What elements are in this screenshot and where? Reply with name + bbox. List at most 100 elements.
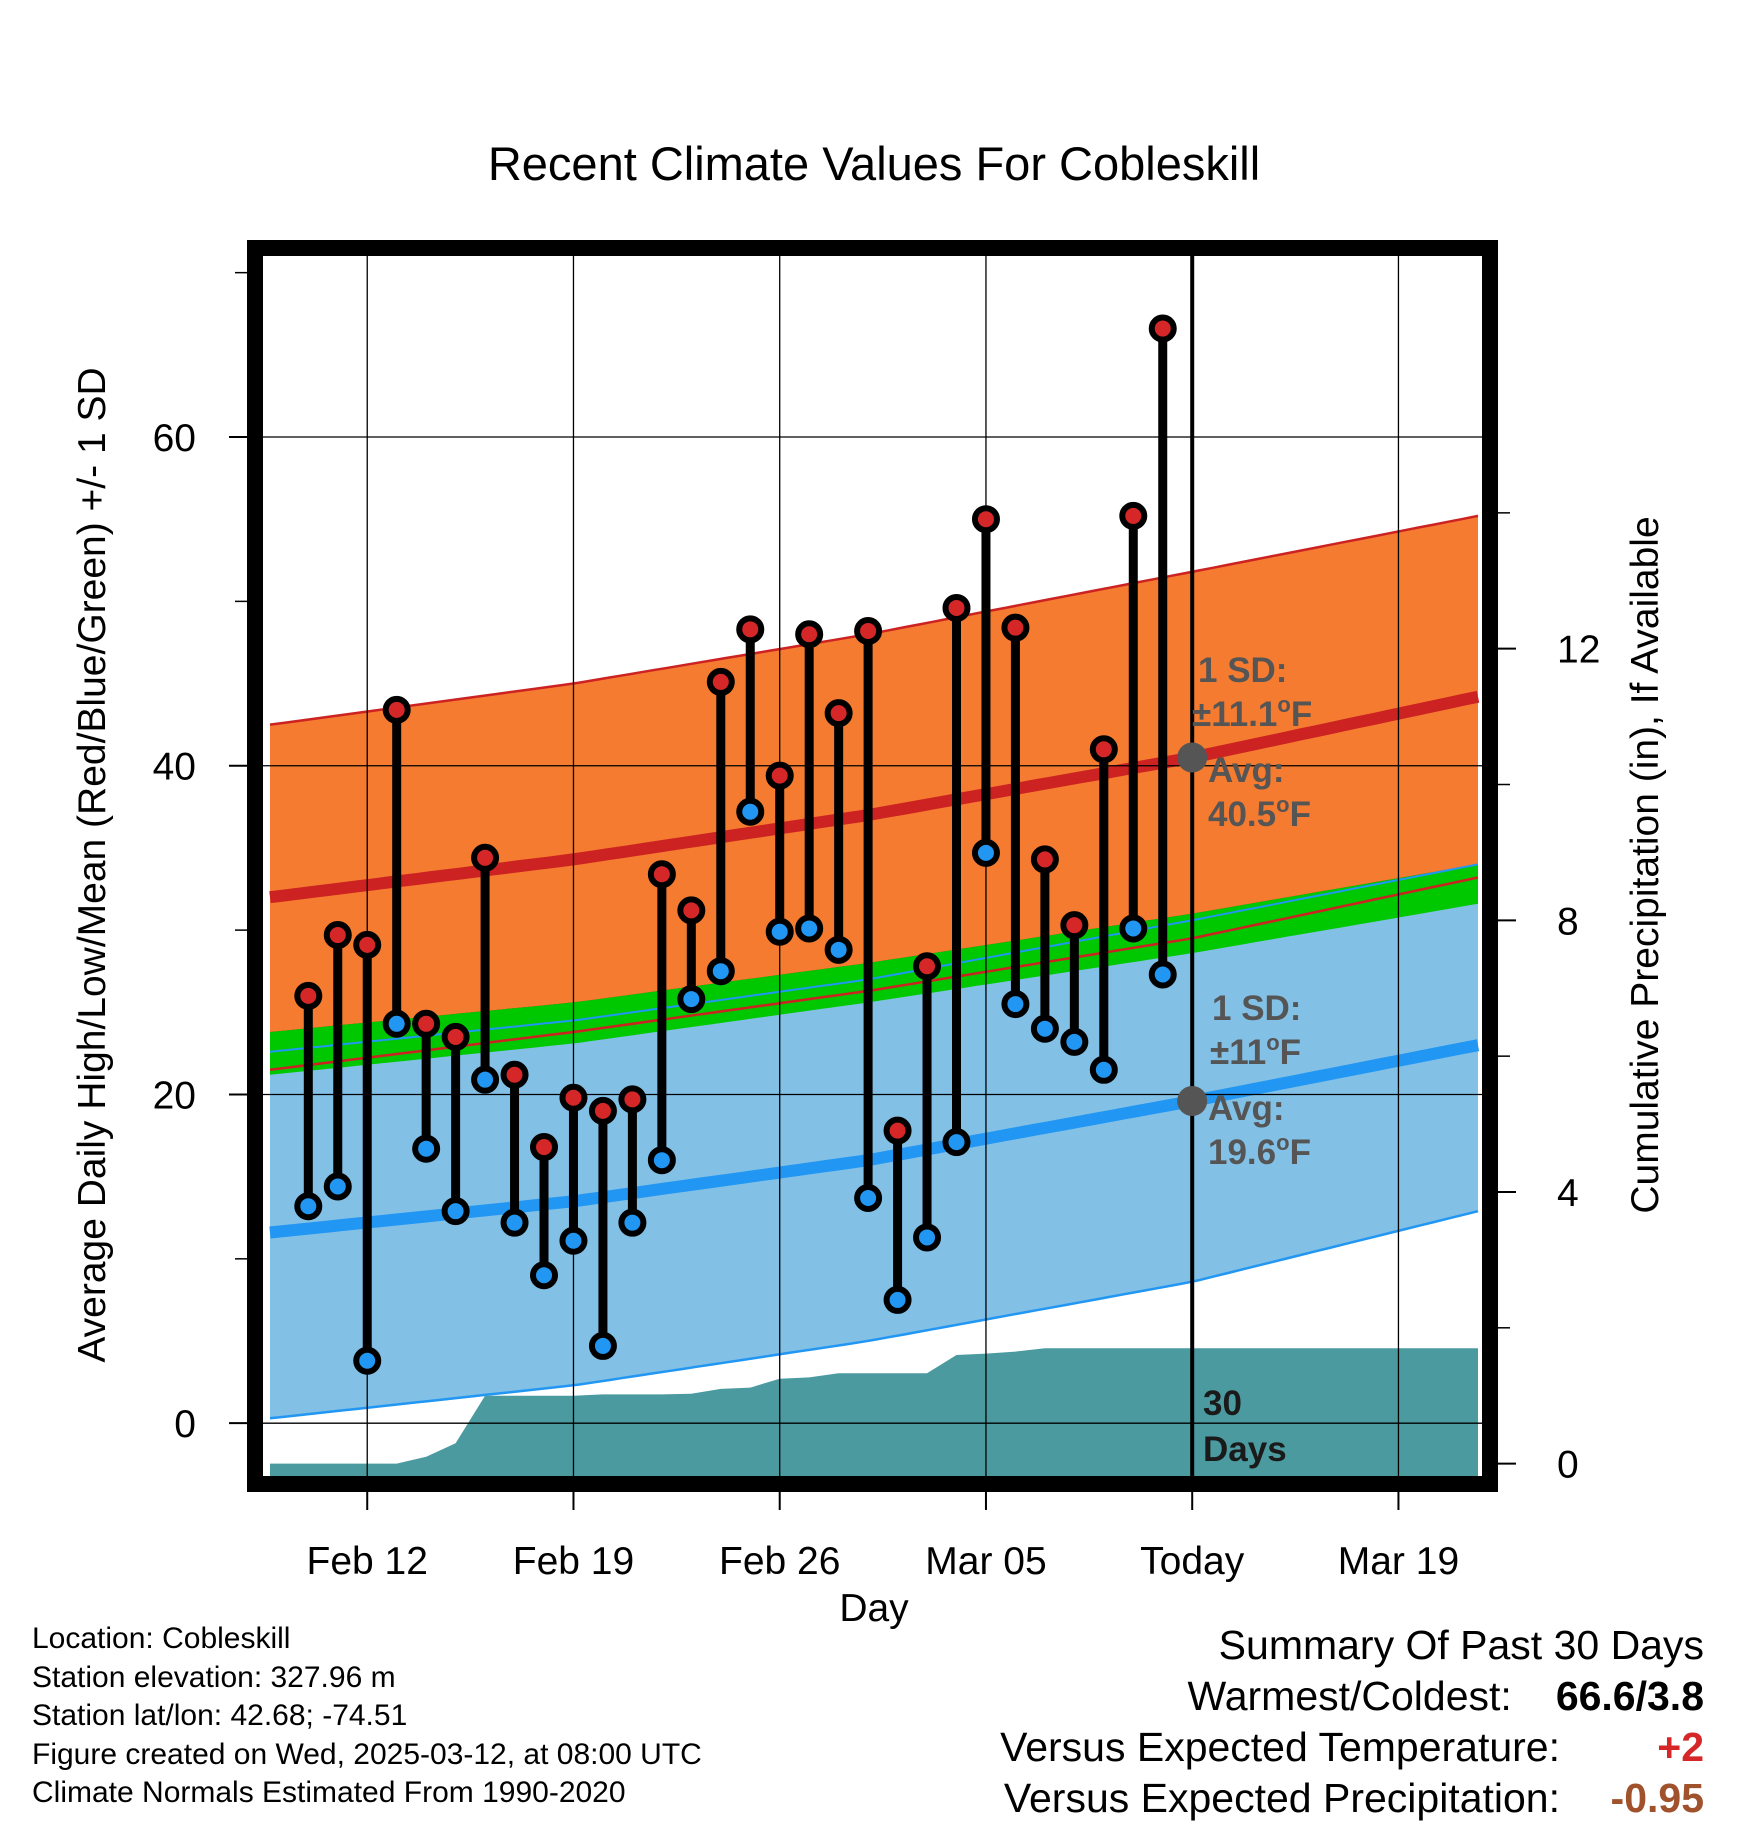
high-temp-point xyxy=(647,860,676,889)
precip-label-line1: 30 xyxy=(1203,1384,1242,1423)
high-temp-point xyxy=(765,761,794,790)
high-temp-point xyxy=(559,1083,588,1112)
x-axis-label: Day xyxy=(839,1587,909,1630)
chart-title: Recent Climate Values For Cobleskill xyxy=(488,137,1260,190)
y2-tick-label: 8 xyxy=(1557,900,1579,943)
normals-text: Climate Normals Estimated From 1990-2020 xyxy=(32,1776,626,1809)
low-temp-point xyxy=(677,985,706,1014)
high-temp-point xyxy=(530,1133,559,1162)
low-temp-point xyxy=(854,1184,883,1213)
high-temp-point xyxy=(942,593,971,622)
low-sd-upper-line xyxy=(269,863,1479,1053)
low-temp-point xyxy=(412,1134,441,1163)
high-temp-point xyxy=(706,667,735,696)
high-temp-point xyxy=(795,620,824,649)
y2-tick-label: 4 xyxy=(1557,1172,1579,1215)
high-temp-point xyxy=(441,1022,470,1051)
low-temp-point xyxy=(294,1192,323,1221)
high-sd-lower-line xyxy=(269,876,1479,1072)
precip-value: -0.95 xyxy=(1610,1775,1704,1821)
high-avg-marker xyxy=(1177,742,1208,773)
x-tick-label: Feb 26 xyxy=(719,1540,840,1583)
low-temp-point xyxy=(913,1223,942,1252)
high-temp-point xyxy=(500,1060,529,1089)
low-mean-line xyxy=(269,1039,1480,1239)
high-temp-point xyxy=(412,1009,441,1038)
low-sd-label: 1 SD: xyxy=(1212,989,1301,1028)
low-temp-point xyxy=(706,957,735,986)
high-temp-point xyxy=(677,896,706,925)
high-temp-point xyxy=(854,616,883,645)
high-mean-line xyxy=(269,690,1480,904)
low-temp-point xyxy=(1060,1027,1089,1056)
high-temp-point xyxy=(913,952,942,981)
low-temp-point xyxy=(500,1208,529,1237)
high-sd-label: 1 SD: xyxy=(1198,651,1287,690)
warmest-value: 66.6/3.8 xyxy=(1555,1673,1704,1719)
low-temp-point xyxy=(382,1009,411,1038)
low-temp-point xyxy=(765,917,794,946)
elevation-text: Station elevation: 327.96 m xyxy=(32,1660,396,1694)
high-temp-point xyxy=(971,505,1000,534)
high-temp-point xyxy=(323,921,352,950)
low-temp-point xyxy=(824,935,853,964)
low-avg-value: 19.6oF xyxy=(1208,1130,1311,1172)
y-tick-label: 0 xyxy=(174,1403,196,1446)
high-temp-point xyxy=(294,981,323,1010)
plot-content xyxy=(255,248,1490,1484)
summary-warmest-row: Warmest/Coldest: 66.6/3.8 xyxy=(1000,1671,1704,1722)
summary-panel: Summary Of Past 30 Days Warmest/Coldest:… xyxy=(1000,1620,1704,1824)
summary-temp-row: Versus Expected Temperature: +2 xyxy=(1000,1722,1704,1773)
low-temp-point xyxy=(795,914,824,943)
low-sd-value: ±11oF xyxy=(1210,1030,1301,1072)
high-temp-point xyxy=(588,1096,617,1125)
low-temp-point xyxy=(530,1261,559,1290)
plot-frame xyxy=(247,240,1498,1492)
high-temp-point xyxy=(824,699,853,728)
high-avg-value: 40.5oF xyxy=(1208,792,1311,834)
precip-label: Versus Expected Precipitation: xyxy=(1003,1775,1560,1821)
low-temp-point xyxy=(971,838,1000,867)
high-temp-point xyxy=(1119,501,1148,530)
high-temp-point xyxy=(471,843,500,872)
y-tick-label: 60 xyxy=(153,417,196,460)
low-temp-point xyxy=(588,1331,617,1360)
low-temp-point xyxy=(1030,1014,1059,1043)
high-temp-point xyxy=(353,930,382,959)
y-tick-label: 40 xyxy=(153,746,196,789)
high-avg-label: Avg: xyxy=(1208,751,1284,790)
low-temp-point xyxy=(1148,960,1177,989)
summary-title: Summary Of Past 30 Days xyxy=(1218,1622,1704,1668)
high-temp-point xyxy=(1148,314,1177,343)
high-temp-point xyxy=(382,695,411,724)
low-temp-point xyxy=(883,1285,912,1314)
temp-value: +2 xyxy=(1657,1724,1704,1770)
y-tick-label: 20 xyxy=(153,1074,196,1117)
latlon-text: Station lat/lon: 42.68; -74.51 xyxy=(32,1699,408,1732)
high-temp-point xyxy=(1030,845,1059,874)
y2-axis-label: Cumulative Precipitation (in), If Availa… xyxy=(1624,516,1667,1213)
high-temp-point xyxy=(618,1085,647,1114)
y2-tick-label: 0 xyxy=(1557,1444,1579,1487)
low-temp-point xyxy=(942,1128,971,1157)
low-temp-point xyxy=(1089,1055,1118,1084)
x-tick-label: Mar 19 xyxy=(1338,1540,1459,1583)
station-info: Location: Cobleskill Station elevation: … xyxy=(32,1620,702,1813)
low-temp-point xyxy=(1001,990,1030,1019)
high-temp-point xyxy=(1001,613,1030,642)
low-sd-band xyxy=(270,864,1478,1419)
mean-band xyxy=(270,864,1478,1075)
precip-label-line2: Days xyxy=(1203,1430,1287,1469)
low-temp-point xyxy=(1119,914,1148,943)
low-temp-point xyxy=(441,1197,470,1226)
low-temp-point xyxy=(647,1146,676,1175)
x-tick-label: Today xyxy=(1140,1540,1245,1583)
low-avg-label: Avg: xyxy=(1208,1089,1284,1128)
x-tick-label: Feb 19 xyxy=(513,1540,634,1583)
x-tick-label: Mar 05 xyxy=(925,1540,1046,1583)
warmest-label: Warmest/Coldest: xyxy=(1187,1673,1512,1719)
y2-tick-label: 12 xyxy=(1557,629,1600,672)
low-temp-point xyxy=(618,1208,647,1237)
